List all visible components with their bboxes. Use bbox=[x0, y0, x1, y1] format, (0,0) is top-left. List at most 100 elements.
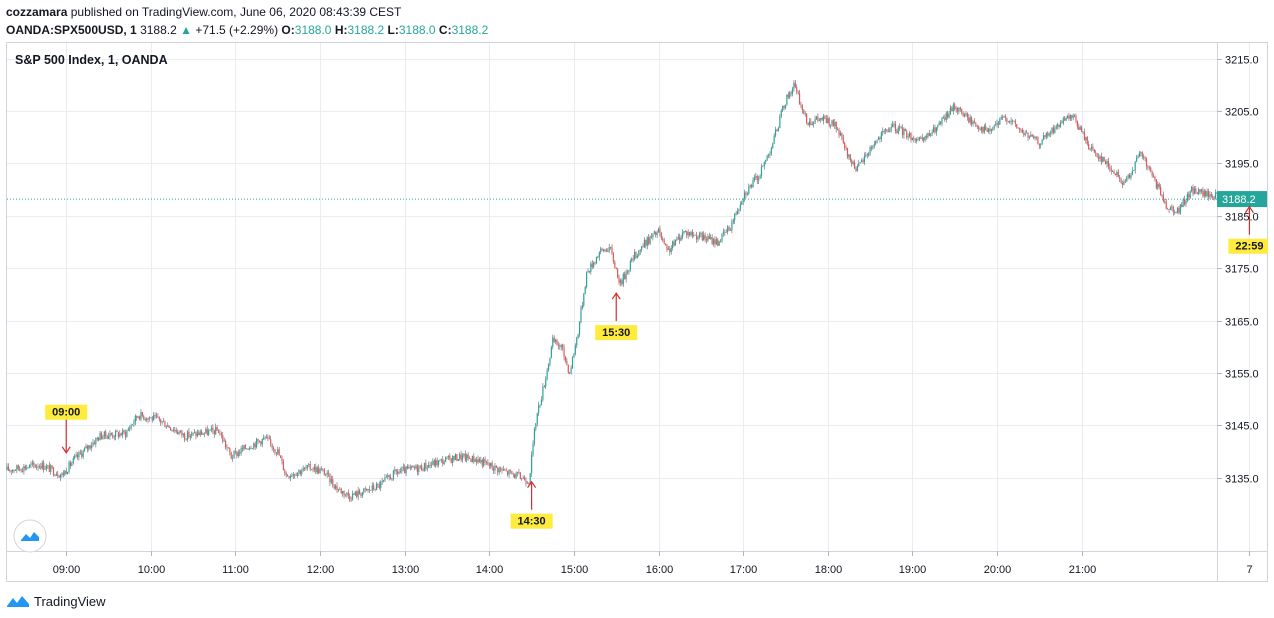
symbol-name[interactable]: OANDA:SPX500USD, 1 bbox=[6, 23, 137, 37]
candle-body bbox=[140, 411, 142, 420]
candle-body bbox=[419, 465, 421, 468]
candle-body bbox=[319, 469, 321, 474]
candle-body bbox=[1014, 120, 1016, 125]
candle-body bbox=[622, 274, 624, 285]
price-axis[interactable]: 3215.0 3205.0 3195.0 3185.0 3175.0 3165.0 3155… bbox=[1217, 55, 1259, 486]
price-chart[interactable]: 3188.2 09:00 14:30 15:30 22:59 3215.0 3205.0… bbox=[6, 42, 1271, 582]
candle-body bbox=[198, 432, 200, 435]
candle-body bbox=[993, 125, 995, 129]
candle-body bbox=[1010, 120, 1012, 123]
candle-body bbox=[277, 449, 279, 454]
candle-body bbox=[1127, 174, 1129, 178]
candle-body bbox=[553, 337, 555, 342]
candle-body bbox=[55, 474, 57, 476]
candle-body bbox=[274, 449, 276, 453]
candle-body bbox=[220, 433, 222, 436]
candle-body bbox=[254, 443, 256, 447]
candle-body bbox=[260, 441, 262, 445]
candle-body bbox=[869, 147, 871, 154]
candle-body bbox=[437, 460, 440, 466]
candle-body bbox=[1068, 115, 1070, 119]
candle-body bbox=[882, 131, 884, 133]
candle-body bbox=[900, 126, 902, 128]
candle-body bbox=[1207, 190, 1210, 198]
candle-body bbox=[787, 94, 789, 98]
candle-body bbox=[609, 247, 612, 248]
candle-body bbox=[329, 473, 331, 483]
candle-body bbox=[116, 430, 118, 432]
candle-body bbox=[308, 464, 310, 466]
candle-body bbox=[614, 261, 616, 269]
candle-body bbox=[1020, 129, 1022, 131]
candle-body bbox=[1179, 204, 1181, 214]
candle-body bbox=[1206, 190, 1208, 197]
annotation-1530[interactable]: 15:30 bbox=[595, 292, 638, 341]
candle-body bbox=[896, 130, 898, 134]
candle-body bbox=[554, 339, 557, 342]
annotation-1430[interactable]: 14:30 bbox=[510, 480, 553, 529]
tradingview-logo-icon[interactable] bbox=[13, 519, 47, 553]
candle-body bbox=[1192, 186, 1194, 194]
candle-body bbox=[578, 322, 581, 335]
candle-body bbox=[1059, 122, 1062, 128]
candle-body bbox=[1198, 189, 1200, 194]
candle-body bbox=[154, 415, 156, 417]
candle-body bbox=[1052, 127, 1055, 134]
author-name[interactable]: cozzamara bbox=[6, 5, 68, 19]
candle-body bbox=[330, 479, 332, 483]
candle-body bbox=[162, 421, 165, 423]
candle-body bbox=[801, 105, 803, 110]
candle-body bbox=[1002, 117, 1004, 118]
candle-body bbox=[1027, 132, 1029, 138]
candle-body bbox=[779, 116, 781, 129]
candle-body bbox=[31, 462, 33, 465]
brand-name[interactable]: TradingView bbox=[34, 593, 106, 609]
candle-body bbox=[810, 121, 812, 126]
candle-body bbox=[347, 492, 349, 496]
candle-body bbox=[1148, 167, 1150, 169]
price-tick-label: 3205.0 bbox=[1225, 107, 1259, 119]
candle-body bbox=[593, 262, 595, 268]
candle-body bbox=[782, 105, 784, 111]
candle-body bbox=[68, 462, 70, 473]
candle-body bbox=[477, 459, 479, 463]
candle-body bbox=[44, 469, 46, 470]
candle-body bbox=[612, 253, 615, 262]
candle-body bbox=[930, 133, 932, 136]
candle-body bbox=[123, 430, 125, 432]
candle-body bbox=[349, 495, 351, 500]
annotation-0900[interactable]: 09:00 bbox=[45, 404, 88, 454]
candle-body bbox=[1045, 132, 1047, 137]
candle-body bbox=[302, 467, 304, 472]
candle-body bbox=[560, 344, 562, 347]
candle-body bbox=[842, 136, 844, 143]
tradingview-brand-icon[interactable] bbox=[6, 594, 30, 608]
candle-body bbox=[1021, 129, 1023, 133]
candle-body bbox=[9, 470, 11, 472]
chart-container[interactable]: 3188.2 09:00 14:30 15:30 22:59 3215.0 3205.0… bbox=[6, 42, 1271, 582]
time-axis[interactable]: 09:00 10:00 11:00 12:00 13:00 14:00 15:00 16:00… bbox=[53, 551, 1253, 576]
candle-body bbox=[580, 308, 582, 323]
candle-body bbox=[729, 230, 732, 231]
candle-body bbox=[807, 122, 809, 126]
candle-body bbox=[973, 121, 976, 124]
candle-body bbox=[583, 293, 585, 306]
candle-body bbox=[136, 415, 138, 418]
candle-body bbox=[370, 490, 372, 491]
candle-body bbox=[174, 429, 176, 431]
publish-info: cozzamara published on TradingView.com, … bbox=[6, 5, 401, 19]
annotation-2259[interactable]: 22:59 bbox=[1228, 205, 1271, 254]
annotation-label-bg bbox=[510, 513, 553, 529]
candle-body bbox=[822, 116, 825, 121]
candle-body bbox=[615, 268, 617, 270]
candle-body bbox=[837, 128, 839, 130]
candle-body bbox=[1172, 206, 1174, 213]
high-label: H: bbox=[334, 23, 348, 37]
candle-body bbox=[962, 113, 964, 117]
candle-body bbox=[1116, 171, 1118, 176]
candle-body bbox=[498, 468, 500, 473]
annotation-label: 14:30 bbox=[518, 516, 546, 528]
candle-body bbox=[876, 139, 878, 141]
candle-body bbox=[243, 445, 245, 450]
candle-body bbox=[488, 464, 490, 467]
